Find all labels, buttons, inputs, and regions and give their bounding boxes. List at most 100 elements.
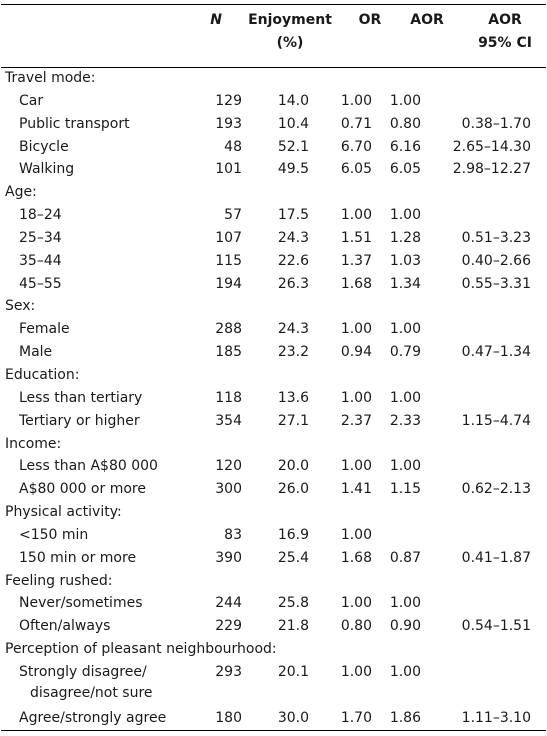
row-label: Walking [19,161,75,178]
row-label: 18–24 [19,207,62,224]
header-or: OR [358,12,382,28]
table-row: Bicycle 48 52.1 6.70 6.16 2.65–14.30 [0,137,535,160]
header-n: N [210,12,222,28]
cell-n: 83 [224,526,242,543]
cell-ci: 2.65–14.30 [452,138,531,155]
cell-n: 185 [215,344,242,361]
header-ci-line1: AOR [488,12,522,28]
row-label: <150 min [19,526,89,543]
cell-or: 1.00 [340,663,372,680]
row-label: Male [19,344,53,361]
cell-enjoyment: 27.1 [277,412,309,429]
table-row: Car 129 14.0 1.00 1.00 [0,91,535,114]
cell-enjoyment: 25.8 [277,595,309,612]
cell-n: 101 [215,161,242,178]
cell-aor: 0.87 [389,549,421,566]
cell-or: 1.51 [340,229,372,246]
cell-aor: 1.00 [389,458,421,475]
cell-ci [421,662,535,708]
cell-enjoyment: 25.4 [277,549,309,566]
group-label: Travel mode: [5,70,96,86]
table-row: 45–55 194 26.3 1.68 1.34 0.55–3.31 [0,274,535,297]
cell-ci [421,205,535,228]
table-row: A$80 000 or more 300 26.0 1.41 1.15 0.62–2.13 [0,479,535,502]
cell-aor: 1.00 [389,207,421,224]
cell-n: 180 [215,709,242,726]
cell-n: 107 [215,229,242,246]
cell-ci: 0.40–2.66 [461,252,531,269]
cell-enjoyment: 17.5 [277,207,309,224]
cell-enjoyment: 13.6 [277,389,309,406]
header-enjoyment-line2: (%) [276,35,304,51]
cell-ci [421,593,535,616]
cell-enjoyment: 23.2 [277,344,309,361]
header-rule [1,67,546,68]
cell-n: 244 [215,595,242,612]
row-label: 150 min or more [19,549,137,566]
table-row: Walking 101 49.5 6.05 6.05 2.98–12.27 [0,159,535,182]
cell-or: 0.71 [340,115,372,132]
group-label: Education: [5,366,80,383]
cell-aor [375,525,421,548]
header-ci: AOR 95% CI [470,9,540,65]
cell-enjoyment: 21.8 [277,618,309,635]
group-header-row: Travel mode: [0,68,535,91]
cell-ci: 0.62–2.13 [461,481,531,498]
cell-ci [421,91,535,114]
cell-n: 390 [215,549,242,566]
cell-enjoyment: 26.3 [277,275,309,292]
table-row: Public transport 193 10.4 0.71 0.80 0.38–1.70 [0,114,535,137]
cell-ci: 0.47–1.34 [461,344,531,361]
group-label: Physical activity: [5,504,122,521]
cell-or: 1.00 [340,389,372,406]
row-label: 45–55 [19,275,62,292]
results-table: Travel mode: Car 129 14.0 1.00 1.00 Public tra… [0,68,535,730]
cell-ci [421,525,535,548]
cell-aor: 0.80 [389,115,421,132]
cell-aor: 2.33 [389,412,421,429]
cell-enjoyment: 52.1 [277,138,309,155]
cell-enjoyment: 20.1 [277,663,309,680]
cell-n: 354 [215,412,242,429]
row-label: A$80 000 or more [19,481,146,498]
cell-n: 193 [215,115,242,132]
cell-aor: 1.03 [389,252,421,269]
cell-ci: 1.15–4.74 [461,412,531,429]
row-label: Strongly disagree/disagree/not sure [0,662,204,708]
cell-enjoyment: 24.3 [277,229,309,246]
cell-n: 120 [215,458,242,475]
cell-n: 288 [215,321,242,338]
group-header-row: Sex: [0,296,535,319]
cell-aor: 1.00 [389,663,421,680]
cell-or: 1.00 [340,595,372,612]
row-label: Car [19,92,44,109]
cell-ci: 0.41–1.87 [461,549,531,566]
cell-aor: 1.00 [389,92,421,109]
cell-enjoyment: 20.0 [277,458,309,475]
group-label: Perception of pleasant neighbourhood: [5,641,277,658]
cell-enjoyment: 24.3 [277,321,309,338]
cell-n: 229 [215,618,242,635]
cell-enjoyment: 49.5 [277,161,309,178]
cell-or: 6.70 [340,138,372,155]
cell-n: 57 [224,207,242,224]
header-enjoyment-line1: Enjoyment [248,12,332,28]
cell-aor: 1.15 [389,481,421,498]
cell-enjoyment: 16.9 [277,526,309,543]
cell-n: 300 [215,481,242,498]
cell-n: 293 [215,663,242,680]
table-row: Female 288 24.3 1.00 1.00 [0,319,535,342]
cell-or: 1.37 [340,252,372,269]
cell-ci: 1.11–3.10 [461,709,531,726]
cell-or: 1.70 [340,709,372,726]
cell-aor: 0.79 [389,344,421,361]
cell-enjoyment: 10.4 [277,115,309,132]
cell-or: 1.68 [340,275,372,292]
cell-or: 1.00 [340,321,372,338]
top-rule [1,4,546,5]
row-label: Agree/strongly agree [19,709,167,726]
cell-enjoyment: 22.6 [277,252,309,269]
row-label: Bicycle [19,138,69,155]
cell-or: 1.00 [340,92,372,109]
